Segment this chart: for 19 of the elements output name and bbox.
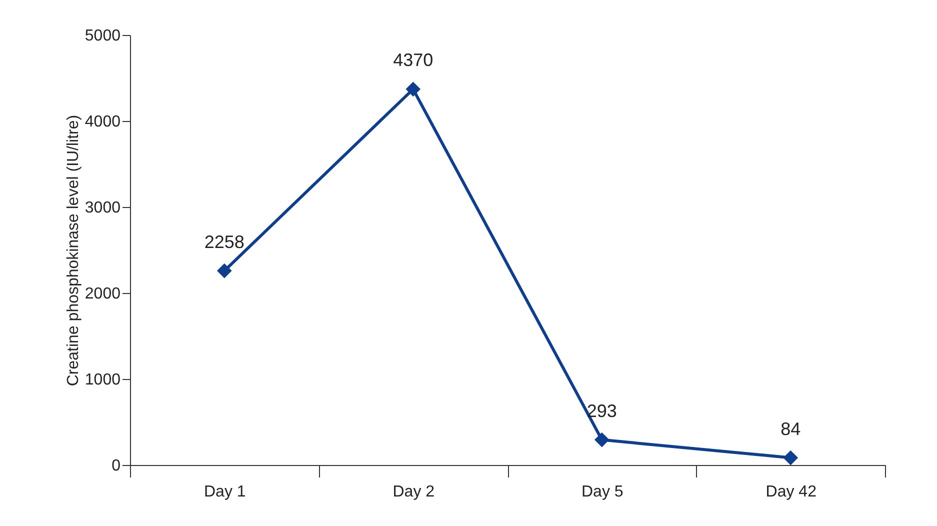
y-tick-label: 4000 — [84, 114, 121, 130]
y-tick-label: 5000 — [84, 28, 121, 44]
point — [783, 450, 798, 466]
y-tick-label: 1000 — [84, 372, 121, 388]
x-tick-label: Day 1 — [204, 484, 246, 500]
data-label: 4370 — [393, 50, 434, 70]
x-tick-label: Day 42 — [766, 484, 817, 500]
point — [216, 263, 232, 278]
y-tick-label: 2000 — [84, 286, 121, 302]
x-tick-label: Day 5 — [581, 484, 624, 500]
y-axis-title: Creatine phosphokinase level (IU/litre) — [64, 114, 82, 386]
y-tick-label: 0 — [112, 458, 121, 474]
point — [406, 82, 421, 97]
data-label: 293 — [586, 400, 617, 421]
y-tick-label: 3000 — [84, 200, 121, 216]
data-label: 84 — [780, 418, 801, 439]
data-label: 2258 — [204, 232, 244, 252]
x-tick-label: Day 2 — [392, 484, 435, 500]
point — [594, 432, 610, 448]
